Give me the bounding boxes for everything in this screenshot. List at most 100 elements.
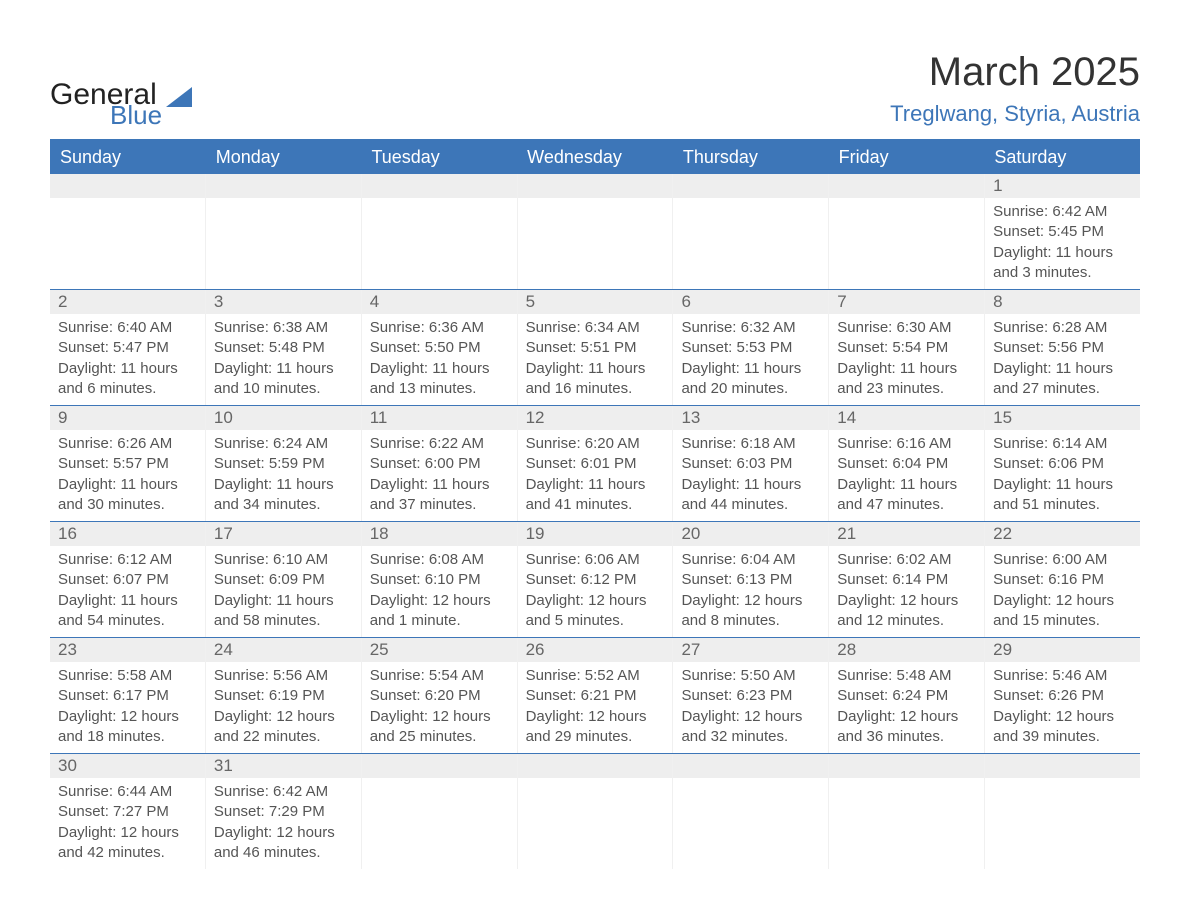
daylight-line: Daylight: 12 hours and 22 minutes. — [214, 707, 353, 748]
sunrise-line: Sunrise: 6:16 AM — [837, 434, 976, 454]
day-info: Sunrise: 5:50 AMSunset: 6:23 PMDaylight:… — [673, 662, 828, 753]
day-number: 25 — [362, 638, 517, 662]
day-info: Sunrise: 6:14 AMSunset: 6:06 PMDaylight:… — [985, 430, 1140, 521]
calendar-cell: 14Sunrise: 6:16 AMSunset: 6:04 PMDayligh… — [829, 406, 985, 521]
day-number: 13 — [673, 406, 828, 430]
calendar-cell: 21Sunrise: 6:02 AMSunset: 6:14 PMDayligh… — [829, 522, 985, 637]
day-info: Sunrise: 5:48 AMSunset: 6:24 PMDaylight:… — [829, 662, 984, 753]
daylight-line: Daylight: 12 hours and 1 minute. — [370, 591, 509, 632]
sunset-line: Sunset: 7:29 PM — [214, 802, 353, 822]
day-info: Sunrise: 6:26 AMSunset: 5:57 PMDaylight:… — [50, 430, 205, 521]
weekday-label: Sunday — [50, 141, 206, 174]
sunrise-line: Sunrise: 5:48 AM — [837, 666, 976, 686]
day-number — [829, 754, 984, 778]
calendar-cell: 13Sunrise: 6:18 AMSunset: 6:03 PMDayligh… — [673, 406, 829, 521]
day-info-empty — [985, 778, 1140, 788]
sunset-line: Sunset: 6:24 PM — [837, 686, 976, 706]
calendar-cell-empty — [362, 754, 518, 869]
day-info: Sunrise: 6:02 AMSunset: 6:14 PMDaylight:… — [829, 546, 984, 637]
daylight-line: Daylight: 12 hours and 12 minutes. — [837, 591, 976, 632]
day-number: 6 — [673, 290, 828, 314]
daylight-line: Daylight: 11 hours and 44 minutes. — [681, 475, 820, 516]
daylight-line: Daylight: 11 hours and 10 minutes. — [214, 359, 353, 400]
day-number: 11 — [362, 406, 517, 430]
calendar-cell: 7Sunrise: 6:30 AMSunset: 5:54 PMDaylight… — [829, 290, 985, 405]
sunset-line: Sunset: 5:50 PM — [370, 338, 509, 358]
daylight-line: Daylight: 11 hours and 13 minutes. — [370, 359, 509, 400]
day-number: 20 — [673, 522, 828, 546]
day-info: Sunrise: 5:56 AMSunset: 6:19 PMDaylight:… — [206, 662, 361, 753]
calendar-cell: 31Sunrise: 6:42 AMSunset: 7:29 PMDayligh… — [206, 754, 362, 869]
day-info-empty — [362, 778, 517, 788]
calendar-cell: 17Sunrise: 6:10 AMSunset: 6:09 PMDayligh… — [206, 522, 362, 637]
sunrise-line: Sunrise: 6:08 AM — [370, 550, 509, 570]
day-info: Sunrise: 5:54 AMSunset: 6:20 PMDaylight:… — [362, 662, 517, 753]
calendar-cell: 4 Sunrise: 6:36 AMSunset: 5:50 PMDaylight… — [362, 290, 518, 405]
sunrise-line: Sunrise: 6:20 AM — [526, 434, 665, 454]
day-number: 1 — [985, 174, 1140, 198]
day-info: Sunrise: 6:32 AMSunset: 5:53 PMDaylight:… — [673, 314, 828, 405]
day-number: 31 — [206, 754, 361, 778]
daylight-line: Daylight: 12 hours and 15 minutes. — [993, 591, 1132, 632]
calendar-week-row: 1Sunrise: 6:42 AMSunset: 5:45 PMDaylight… — [50, 174, 1140, 290]
calendar-cell: 15Sunrise: 6:14 AMSunset: 6:06 PMDayligh… — [985, 406, 1140, 521]
daylight-line: Daylight: 12 hours and 29 minutes. — [526, 707, 665, 748]
calendar-cell: 5Sunrise: 6:34 AMSunset: 5:51 PMDaylight… — [518, 290, 674, 405]
daylight-line: Daylight: 11 hours and 6 minutes. — [58, 359, 197, 400]
sunset-line: Sunset: 5:59 PM — [214, 454, 353, 474]
location-subtitle: Treglwang, Styria, Austria — [890, 101, 1140, 127]
sunrise-line: Sunrise: 5:54 AM — [370, 666, 509, 686]
weekday-label: Friday — [829, 141, 985, 174]
day-info: Sunrise: 6:04 AMSunset: 6:13 PMDaylight:… — [673, 546, 828, 637]
sunrise-line: Sunrise: 6:38 AM — [214, 318, 353, 338]
sunrise-line: Sunrise: 6:00 AM — [993, 550, 1132, 570]
sunrise-line: Sunrise: 6:44 AM — [58, 782, 197, 802]
calendar-page: General Blue March 2025 Treglwang, Styri… — [50, 50, 1140, 869]
calendar-cell-empty — [829, 754, 985, 869]
calendar-cell: 18Sunrise: 6:08 AMSunset: 6:10 PMDayligh… — [362, 522, 518, 637]
day-number: 15 — [985, 406, 1140, 430]
sunset-line: Sunset: 6:14 PM — [837, 570, 976, 590]
title-block: March 2025 Treglwang, Styria, Austria — [890, 50, 1140, 127]
day-number — [362, 174, 517, 198]
daylight-line: Daylight: 12 hours and 32 minutes. — [681, 707, 820, 748]
day-number — [673, 174, 828, 198]
day-number: 19 — [518, 522, 673, 546]
sunrise-line: Sunrise: 6:28 AM — [993, 318, 1132, 338]
sunset-line: Sunset: 6:09 PM — [214, 570, 353, 590]
calendar-week-row: 9Sunrise: 6:26 AMSunset: 5:57 PMDaylight… — [50, 406, 1140, 522]
calendar-cell-empty — [50, 174, 206, 289]
calendar-cell: 29Sunrise: 5:46 AMSunset: 6:26 PMDayligh… — [985, 638, 1140, 753]
calendar-week-row: 16Sunrise: 6:12 AMSunset: 6:07 PMDayligh… — [50, 522, 1140, 638]
sunrise-line: Sunrise: 6:36 AM — [370, 318, 509, 338]
day-number: 29 — [985, 638, 1140, 662]
day-info-empty — [829, 778, 984, 788]
day-number: 17 — [206, 522, 361, 546]
calendar-cell: 24Sunrise: 5:56 AMSunset: 6:19 PMDayligh… — [206, 638, 362, 753]
sunrise-line: Sunrise: 5:50 AM — [681, 666, 820, 686]
day-number: 10 — [206, 406, 361, 430]
day-info: Sunrise: 5:52 AMSunset: 6:21 PMDaylight:… — [518, 662, 673, 753]
calendar-cell: 6Sunrise: 6:32 AMSunset: 5:53 PMDaylight… — [673, 290, 829, 405]
day-number: 4 — [362, 290, 517, 314]
sunrise-line: Sunrise: 6:04 AM — [681, 550, 820, 570]
daylight-line: Daylight: 11 hours and 23 minutes. — [837, 359, 976, 400]
sunrise-line: Sunrise: 5:58 AM — [58, 666, 197, 686]
weekday-label: Saturday — [984, 141, 1140, 174]
sunset-line: Sunset: 6:04 PM — [837, 454, 976, 474]
sunset-line: Sunset: 6:12 PM — [526, 570, 665, 590]
daylight-line: Daylight: 12 hours and 46 minutes. — [214, 823, 353, 864]
day-number: 5 — [518, 290, 673, 314]
day-number: 18 — [362, 522, 517, 546]
calendar-cell: 30Sunrise: 6:44 AMSunset: 7:27 PMDayligh… — [50, 754, 206, 869]
day-number: 26 — [518, 638, 673, 662]
sunrise-line: Sunrise: 5:46 AM — [993, 666, 1132, 686]
day-info: Sunrise: 6:42 AMSunset: 5:45 PMDaylight:… — [985, 198, 1140, 289]
sunset-line: Sunset: 6:17 PM — [58, 686, 197, 706]
sunset-line: Sunset: 6:07 PM — [58, 570, 197, 590]
calendar-cell: 28Sunrise: 5:48 AMSunset: 6:24 PMDayligh… — [829, 638, 985, 753]
weekday-label: Tuesday — [361, 141, 517, 174]
sunset-line: Sunset: 6:01 PM — [526, 454, 665, 474]
day-number — [673, 754, 828, 778]
day-number — [206, 174, 361, 198]
